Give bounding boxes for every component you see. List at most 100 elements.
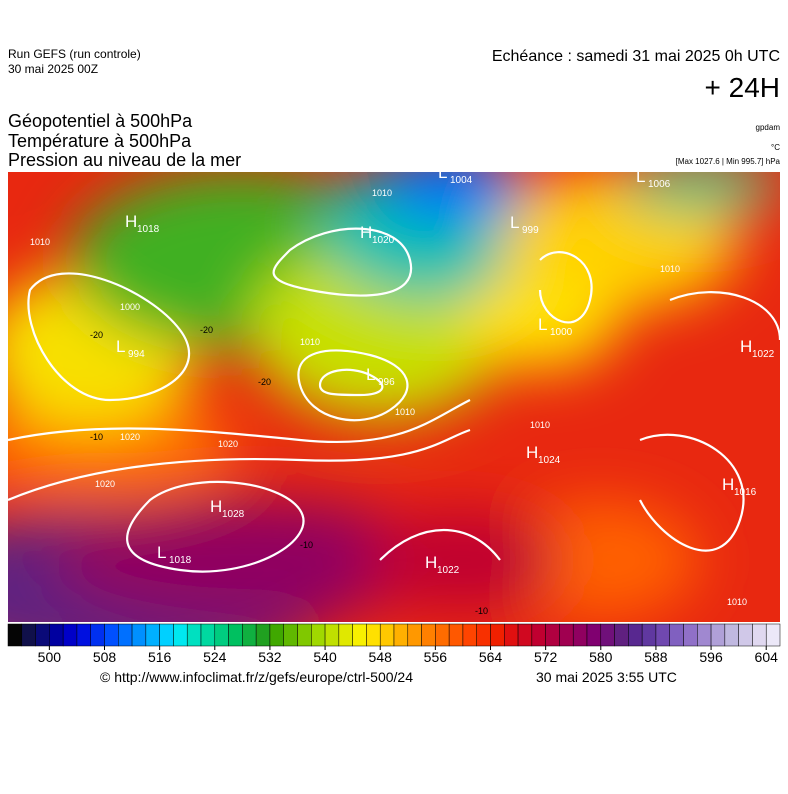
colorbar-swatch <box>228 623 243 647</box>
center-letter: L <box>538 315 547 334</box>
center-value: 1022 <box>752 349 775 360</box>
colorbar-swatch <box>393 623 409 647</box>
colorbar-swatch <box>352 623 367 647</box>
colorbar-tick-label: 532 <box>258 649 282 665</box>
colorbar-swatch <box>159 623 174 647</box>
colorbar-tick-label: 540 <box>313 649 337 665</box>
source-url: © http://www.infoclimat.fr/z/gefs/europe… <box>100 669 413 685</box>
title-temperature: Température à 500hPa <box>8 131 192 151</box>
isobar-label: 1010 <box>727 597 747 607</box>
colorbar-swatch <box>76 623 91 647</box>
colorbar-swatch <box>62 623 78 647</box>
run-date: 30 mai 2025 00Z <box>8 62 98 76</box>
center-value: 1024 <box>538 455 561 466</box>
colorbar-swatch <box>242 623 257 647</box>
colorbar-swatch <box>765 623 781 647</box>
isobar-label: 1020 <box>218 439 238 449</box>
colorbar-tick-label: 524 <box>203 649 227 665</box>
colorbar-tick-label: 500 <box>38 649 62 665</box>
colorbar-tick-label: 548 <box>369 649 393 665</box>
center-value: 999 <box>522 225 539 236</box>
colorbar-tick-label: 604 <box>755 649 779 665</box>
center-value: 1006 <box>648 179 671 190</box>
colorbar-swatch <box>35 623 50 647</box>
center-letter: H <box>425 553 437 572</box>
colorbar-swatch <box>504 623 519 647</box>
colorbar-swatch <box>407 623 422 647</box>
isobar-label: 1020 <box>120 432 140 442</box>
center-letter: H <box>125 212 137 231</box>
center-letter: H <box>360 223 372 242</box>
center-value: 1018 <box>169 555 192 566</box>
colorbar-swatch <box>697 623 712 647</box>
colorbar-swatch <box>462 623 477 647</box>
colorbar-tick-label: 588 <box>644 649 668 665</box>
colorbar-swatch <box>214 623 229 647</box>
colorbar-tick-label: 564 <box>479 649 503 665</box>
title-pressure: Pression au niveau de la mer <box>8 150 241 170</box>
isobar-label: 1020 <box>95 479 115 489</box>
colorbar-swatch <box>517 623 533 647</box>
colorbar-swatch <box>90 623 105 647</box>
colorbar-tick-label: 516 <box>148 649 172 665</box>
center-letter: H <box>740 337 752 356</box>
center-value: 1020 <box>372 235 395 246</box>
center-letter: L <box>116 337 125 356</box>
colorbar-swatch <box>531 623 546 647</box>
temperature-label: -10 <box>475 606 488 616</box>
colorbar-tick-label: 596 <box>699 649 723 665</box>
colorbar-tick-label: 572 <box>534 649 558 665</box>
center-value: 1000 <box>550 327 573 338</box>
center-letter: H <box>722 475 734 494</box>
colorbar-swatch <box>338 623 353 647</box>
colorbar-swatch <box>586 623 602 647</box>
colorbar-swatch <box>283 623 298 647</box>
colorbar-swatch <box>269 623 284 647</box>
colorbar-swatch <box>421 623 436 647</box>
colorbar-swatch <box>738 623 753 647</box>
isobar-label: 1010 <box>530 420 550 430</box>
temperature-label: -10 <box>300 540 313 550</box>
colorbar-swatch <box>490 623 505 647</box>
colorbar-swatch <box>435 623 450 647</box>
unit-geopotential: gpdam <box>756 123 781 132</box>
colorbar-swatch <box>173 623 188 647</box>
center-value: 1022 <box>437 565 460 576</box>
colorbar-swatch <box>379 623 395 647</box>
colorbar-swatch <box>683 623 698 647</box>
issued-time: 30 mai 2025 3:55 UTC <box>536 669 677 685</box>
colorbar-swatch <box>131 623 147 647</box>
unit-pressure: [Max 1027.6 | Min 995.7] hPa <box>676 157 781 166</box>
center-letter: H <box>526 443 538 462</box>
center-value: 1016 <box>734 487 757 498</box>
isobar-label: 1010 <box>660 264 680 274</box>
colorbar-swatch <box>710 623 726 647</box>
temperature-label: -20 <box>258 377 271 387</box>
colorbar-swatch <box>366 623 381 647</box>
center-letter: L <box>157 543 166 562</box>
run-label: Run GEFS (run controle) <box>8 47 141 61</box>
colorbar-swatch <box>200 623 216 647</box>
colorbar-swatch <box>311 623 326 647</box>
colorbar-swatch <box>669 623 684 647</box>
lead-time: + 24H <box>705 72 781 103</box>
center-value: 996 <box>378 377 395 388</box>
colorbar-swatch <box>21 623 36 647</box>
temperature-label: -20 <box>200 325 213 335</box>
colorbar-swatch <box>572 623 588 647</box>
colorbar-swatch <box>559 623 574 647</box>
colorbar-swatch <box>297 623 312 647</box>
isobar-label: 1010 <box>30 237 50 247</box>
colorbar-swatch <box>655 623 670 647</box>
center-value: 1004 <box>450 175 473 186</box>
center-value: 994 <box>128 349 145 360</box>
colorbar-swatch <box>641 623 657 647</box>
center-letter: L <box>438 163 447 182</box>
isobar-label: 1000 <box>120 302 140 312</box>
colorbar-swatch <box>324 623 340 647</box>
isobar-label: 1010 <box>395 407 415 417</box>
center-letter: L <box>636 167 645 186</box>
colorbar-swatch <box>545 623 560 647</box>
colorbar-tick-label: 556 <box>424 649 448 665</box>
